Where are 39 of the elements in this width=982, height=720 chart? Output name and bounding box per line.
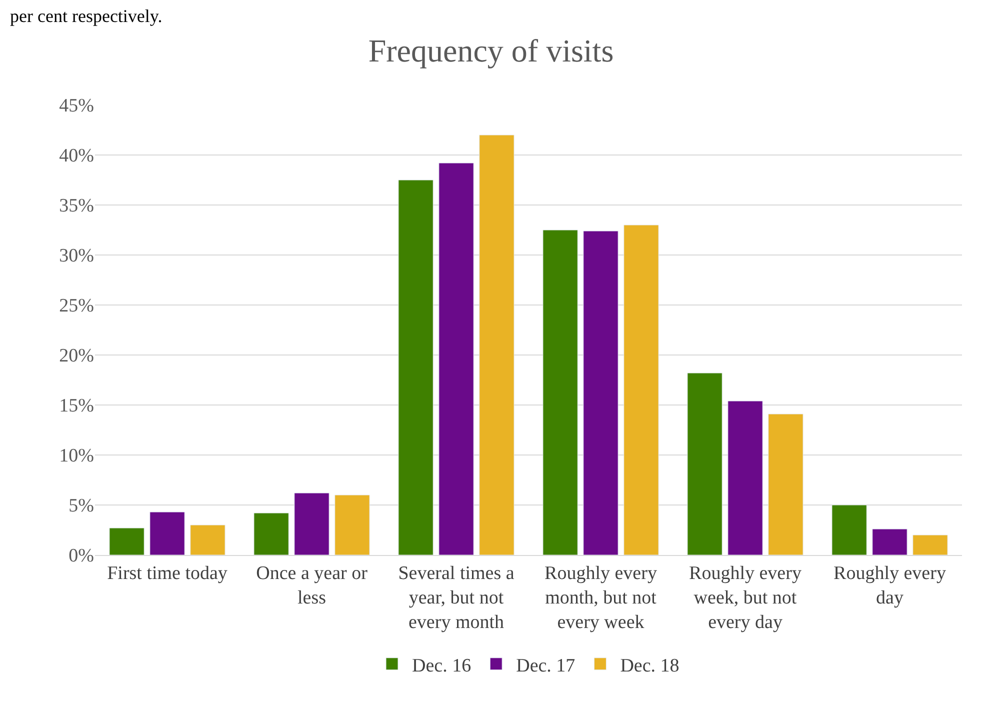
bar xyxy=(542,230,578,555)
x-tick-label: Several times a year, but not every month xyxy=(398,562,515,634)
bar xyxy=(624,224,659,555)
x-tick-label: Roughly every month, but not every week xyxy=(544,562,658,634)
bar xyxy=(438,162,474,555)
x-tick-label: First time today xyxy=(107,562,228,584)
x-tick-label: Roughly every day xyxy=(834,562,946,608)
bar xyxy=(768,414,804,555)
legend-label: Dec. 18 xyxy=(620,655,680,676)
x-tick-label: Once a year or less xyxy=(256,562,368,608)
y-tick-label: 35% xyxy=(59,196,94,217)
chart-title: Frequency of visits xyxy=(368,32,614,69)
legend-label: Dec. 16 xyxy=(412,655,472,676)
bar xyxy=(872,528,908,555)
bar xyxy=(190,524,226,555)
bar xyxy=(583,230,618,555)
y-tick-label: 25% xyxy=(59,296,94,317)
y-tick-label: 40% xyxy=(59,146,94,167)
bar xyxy=(398,180,434,555)
y-tick-label: 15% xyxy=(59,396,94,417)
x-tick-label: Roughly every week, but not every day xyxy=(689,562,802,634)
bar xyxy=(294,492,330,555)
bar xyxy=(687,372,722,555)
y-tick-label: 5% xyxy=(68,496,94,517)
bar xyxy=(832,504,867,555)
bar xyxy=(728,400,763,555)
y-tick-label: 10% xyxy=(59,446,94,467)
y-tick-label: 30% xyxy=(59,246,94,267)
text: per cent respectively. xyxy=(10,6,162,26)
y-tick-label: 45% xyxy=(59,96,94,117)
bar xyxy=(254,512,289,555)
bar xyxy=(150,512,185,555)
y-tick-label: 0% xyxy=(68,546,94,567)
bar xyxy=(109,528,144,555)
bar xyxy=(334,494,370,555)
legend-label: Dec. 17 xyxy=(516,655,576,676)
bar xyxy=(479,134,514,555)
bar xyxy=(912,534,948,555)
y-tick-label: 20% xyxy=(59,346,94,367)
